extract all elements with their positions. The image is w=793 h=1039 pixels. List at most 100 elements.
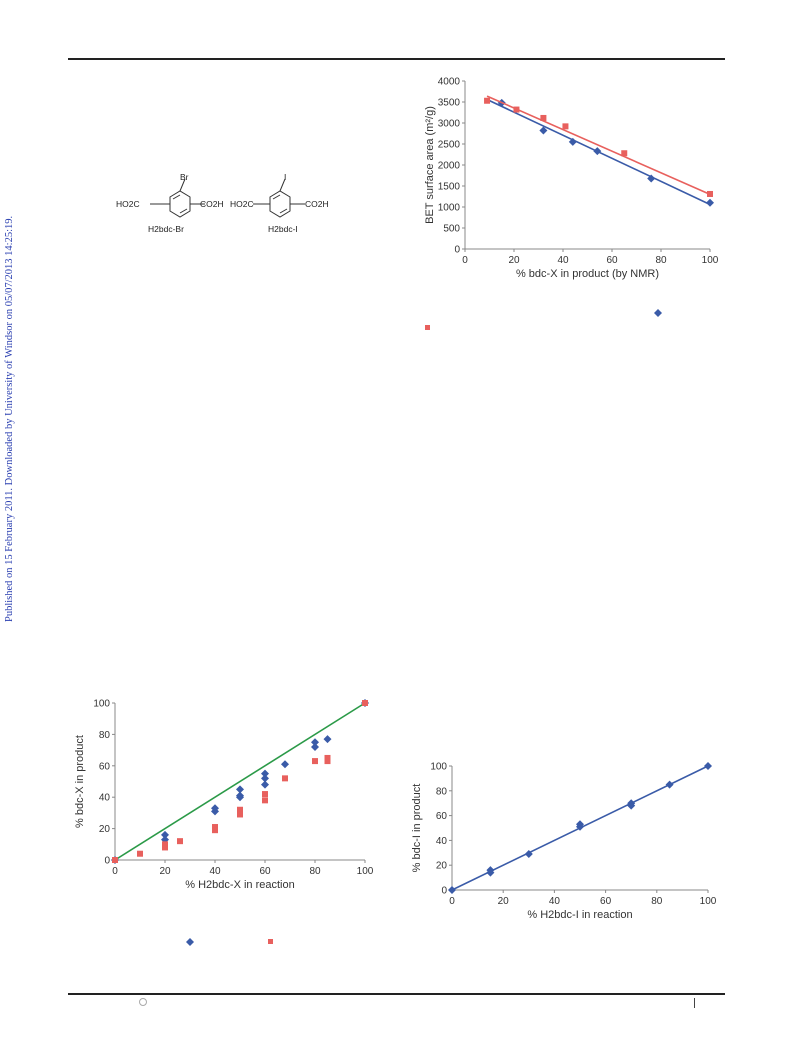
fit-line: [486, 95, 711, 196]
x-tick-label: 40: [209, 866, 221, 877]
data-point: [212, 824, 218, 831]
data-point: [539, 126, 548, 135]
data-point: [593, 147, 602, 156]
data-point: [706, 198, 714, 207]
x-tick-label: 40: [549, 896, 561, 907]
data-point: [362, 700, 368, 706]
y-tick-label: 0: [454, 245, 460, 256]
x-tick-label: 80: [651, 896, 663, 907]
br-substituent: Br: [180, 172, 189, 182]
x-tick-label: 20: [159, 866, 171, 877]
x-tick-label: 20: [498, 896, 510, 907]
data-point: [562, 123, 569, 130]
x-tick-label: 20: [508, 255, 520, 266]
data-point: [281, 760, 289, 769]
data-point: [323, 735, 332, 744]
y-tick-label: 20: [436, 861, 448, 872]
data-point: [211, 807, 219, 816]
data-point: [448, 886, 456, 894]
footer-divider: [694, 998, 695, 1008]
data-point: [576, 822, 584, 831]
br-right-acid: CO2H: [200, 199, 224, 209]
chemical-structures: [150, 178, 305, 218]
x-axis-label: % bdc-X in product (by NMR): [516, 268, 659, 280]
data-point: [311, 738, 319, 747]
data-point: [161, 830, 169, 839]
data-point: [324, 758, 331, 765]
bdc-i-incorporation-chart: 0 20 40 60 80 100 0 20 40 60 80 100 % H2bdc-I in rea…: [411, 762, 717, 922]
data-point: [262, 797, 268, 804]
bottom-rule: [68, 993, 725, 995]
x-tick-label: 0: [462, 255, 468, 266]
legend-blue-diamond-1: [654, 309, 662, 317]
reference-line: [114, 702, 366, 861]
data-point: [162, 841, 168, 848]
y-tick-label: 3500: [438, 98, 461, 109]
data-point: [237, 811, 243, 818]
data-point: [236, 793, 244, 802]
y-tick-label: 3000: [438, 119, 461, 130]
data-point: [324, 754, 331, 761]
data-point: [704, 762, 712, 770]
x-tick-label: 60: [259, 866, 271, 877]
data-point: [261, 780, 269, 789]
y-tick-label: 100: [93, 699, 110, 710]
x-tick-label: 0: [449, 896, 455, 907]
y-tick-label: 2000: [438, 161, 461, 172]
data-point: [261, 769, 269, 778]
y-tick-label: 60: [436, 811, 448, 822]
y-tick-label: 80: [99, 730, 111, 741]
y-tick-label: 100: [430, 762, 447, 773]
data-point: [262, 791, 268, 798]
data-point: [568, 137, 577, 146]
x-tick-label: 60: [606, 255, 618, 266]
y-tick-label: 60: [99, 761, 111, 772]
y-tick-label: 1000: [438, 203, 461, 214]
y-axis-label: % bdc-X in product: [74, 735, 86, 828]
x-tick-label: 100: [357, 866, 374, 877]
bet-surface-area-chart: 0 500 1000 1500 2000 2500 3000 3500 4000 0 20 40 60 8…: [424, 77, 719, 281]
data-point: [282, 775, 288, 782]
y-tick-label: 0: [104, 856, 110, 867]
data-point: [665, 780, 674, 789]
data-point: [312, 758, 318, 765]
top-rule: [68, 58, 725, 60]
x-tick-label: 80: [655, 255, 667, 266]
x-tick-label: 100: [700, 896, 717, 907]
footer-circle-icon: [139, 998, 147, 1006]
y-axis-label: BET surface area (m²/g): [424, 106, 436, 224]
i-label: H2bdc-I: [268, 224, 298, 234]
y-tick-label: 40: [99, 793, 111, 804]
y-tick-label: 40: [436, 836, 448, 847]
data-point: [524, 850, 533, 859]
y-tick-label: 500: [443, 224, 460, 235]
x-tick-label: 60: [600, 896, 612, 907]
y-tick-label: 4000: [438, 77, 461, 88]
data-point: [647, 174, 656, 183]
data-point: [540, 114, 547, 121]
y-tick-label: 80: [436, 786, 448, 797]
i-right-acid: CO2H: [305, 199, 329, 209]
publication-sidebar: Published on 15 February 2011. Downloade…: [4, 215, 15, 622]
data-point: [707, 190, 713, 197]
data-point: [627, 801, 636, 810]
data-point: [261, 774, 269, 783]
data-point: [212, 827, 218, 834]
x-axis-label: % H2bdc-I in reaction: [527, 909, 632, 921]
data-point: [311, 742, 319, 751]
data-point: [237, 806, 243, 813]
br-left-acid: HO2C: [116, 199, 140, 209]
legend-red-square-2: [268, 939, 273, 944]
i-left-acid: HO2C: [230, 199, 254, 209]
y-axis-label: % bdc-I in product: [411, 784, 423, 873]
y-tick-label: 2500: [438, 140, 461, 151]
y-tick-label: 0: [441, 886, 447, 897]
bdc-x-incorporation-chart: 0 20 40 60 80 100 0 20 40 60 80 100 % H2bdc-X in rea…: [74, 699, 374, 892]
x-tick-label: 40: [557, 255, 569, 266]
data-point: [162, 844, 168, 851]
x-axis-label: % H2bdc-X in reaction: [185, 879, 294, 891]
i-substituent: I: [284, 172, 287, 182]
data-point: [484, 97, 491, 104]
br-label: H2bdc-Br: [148, 224, 184, 234]
legend-blue-diamond-2: [186, 938, 194, 946]
